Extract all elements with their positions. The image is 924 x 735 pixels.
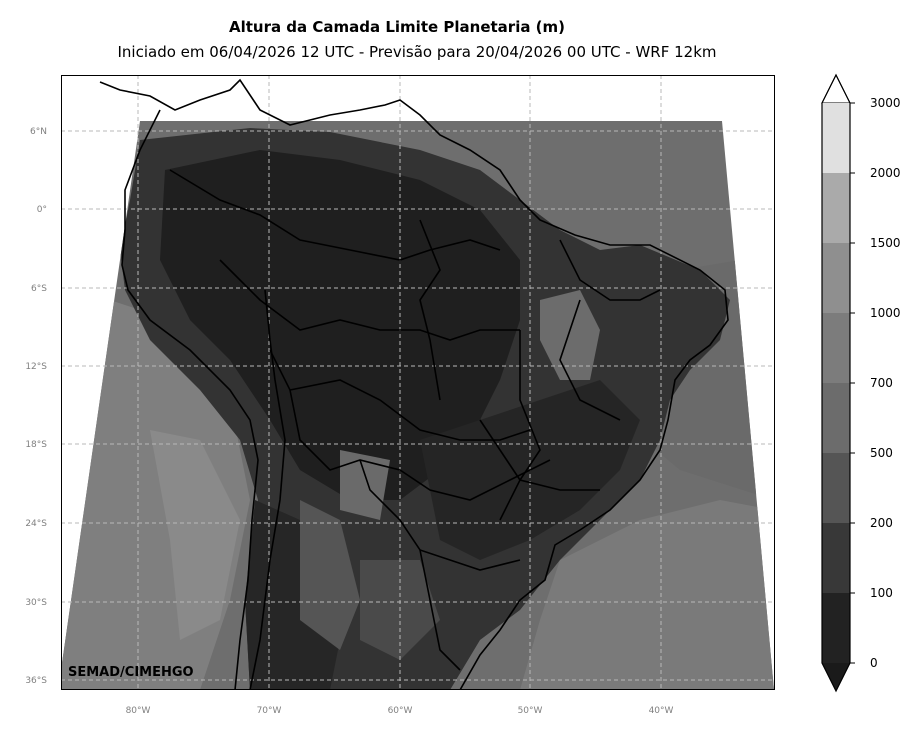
colorbar-ticks (850, 102, 855, 664)
border-north (169, 169, 501, 261)
colorbar-tick-label: 2000 (870, 166, 901, 180)
colorbar-segment (822, 593, 850, 663)
colorbar-segment (822, 453, 850, 523)
colorbar-segment (822, 173, 850, 243)
border-andes (249, 289, 286, 690)
colorbar-tick-label: 0 (870, 656, 878, 670)
colorbar-tick-label: 3000 (870, 96, 901, 110)
graticule (61, 75, 775, 690)
lon-label: 50°W (518, 706, 543, 716)
colorbar-bottom-arrow (822, 663, 850, 691)
lat-label: 6°N (30, 127, 47, 137)
border-central-north (219, 259, 520, 341)
latitude-labels: 6°N 0° 6°S 12°S 18°S 24°S 30°S 36°S (25, 127, 47, 686)
pacific-lighter-zone (150, 430, 240, 640)
map-title: Altura da Camada Limite Planetaria (m) (228, 18, 566, 36)
colorbar-segment (822, 103, 850, 173)
colorbar-segment (822, 383, 850, 453)
colorbar-tick-label: 200 (870, 516, 893, 530)
map-area: SEMAD/CIMEHGO (61, 75, 775, 690)
colorbar-tick-label: 100 (870, 586, 893, 600)
border-bolivia-brazil (289, 389, 551, 501)
chaco-mid-patch (300, 500, 360, 650)
pacific-coastline (121, 109, 259, 690)
boundaries (99, 78, 729, 690)
atlantic-south-zone (520, 500, 774, 690)
colorbar-tick-label: 700 (870, 376, 893, 390)
colorbar-top-arrow (821, 73, 851, 104)
border-southeast (479, 419, 600, 491)
colorbar-segment (822, 523, 850, 593)
colorbar-tick-label: 1500 (870, 236, 901, 250)
lon-label: 40°W (649, 706, 674, 716)
northeast-light-patch (540, 290, 600, 380)
border-argentina-uruguay (419, 549, 461, 671)
pantanal-light-patch (340, 450, 390, 520)
border-state-east (499, 330, 541, 521)
lat-label: 18°S (25, 440, 47, 450)
lon-label: 70°W (257, 706, 282, 716)
map-subtitle: Iniciado em 06/04/2026 12 UTC - Previsão… (117, 43, 717, 61)
colorbar-segment (822, 243, 850, 313)
border-northeast-a (559, 239, 661, 301)
border-state-west (419, 219, 441, 401)
colorbar: 3000 2000 1500 1000 700 500 200 100 0 (821, 73, 901, 693)
border-northeast-b (559, 299, 621, 421)
lat-label: 24°S (25, 519, 47, 529)
colorbar-tick-label: 500 (870, 446, 893, 460)
colorbar-tick-label: 1000 (870, 306, 901, 320)
longitude-labels: 80°W 70°W 60°W 50°W 40°W (126, 706, 674, 716)
lat-label: 30°S (25, 598, 47, 608)
lon-label: 60°W (388, 706, 413, 716)
forecast-domain (61, 121, 774, 690)
lat-label: 36°S (25, 676, 47, 686)
lat-label: 6°S (31, 284, 47, 294)
atlantic-coastline (99, 78, 729, 690)
lat-label: 0° (37, 205, 47, 215)
colorbar-segment (822, 313, 850, 383)
credit-label: SEMAD/CIMEHGO (68, 665, 194, 680)
amazon-deepest-zone (160, 150, 520, 500)
lat-label: 12°S (25, 362, 47, 372)
lon-label: 80°W (126, 706, 151, 716)
